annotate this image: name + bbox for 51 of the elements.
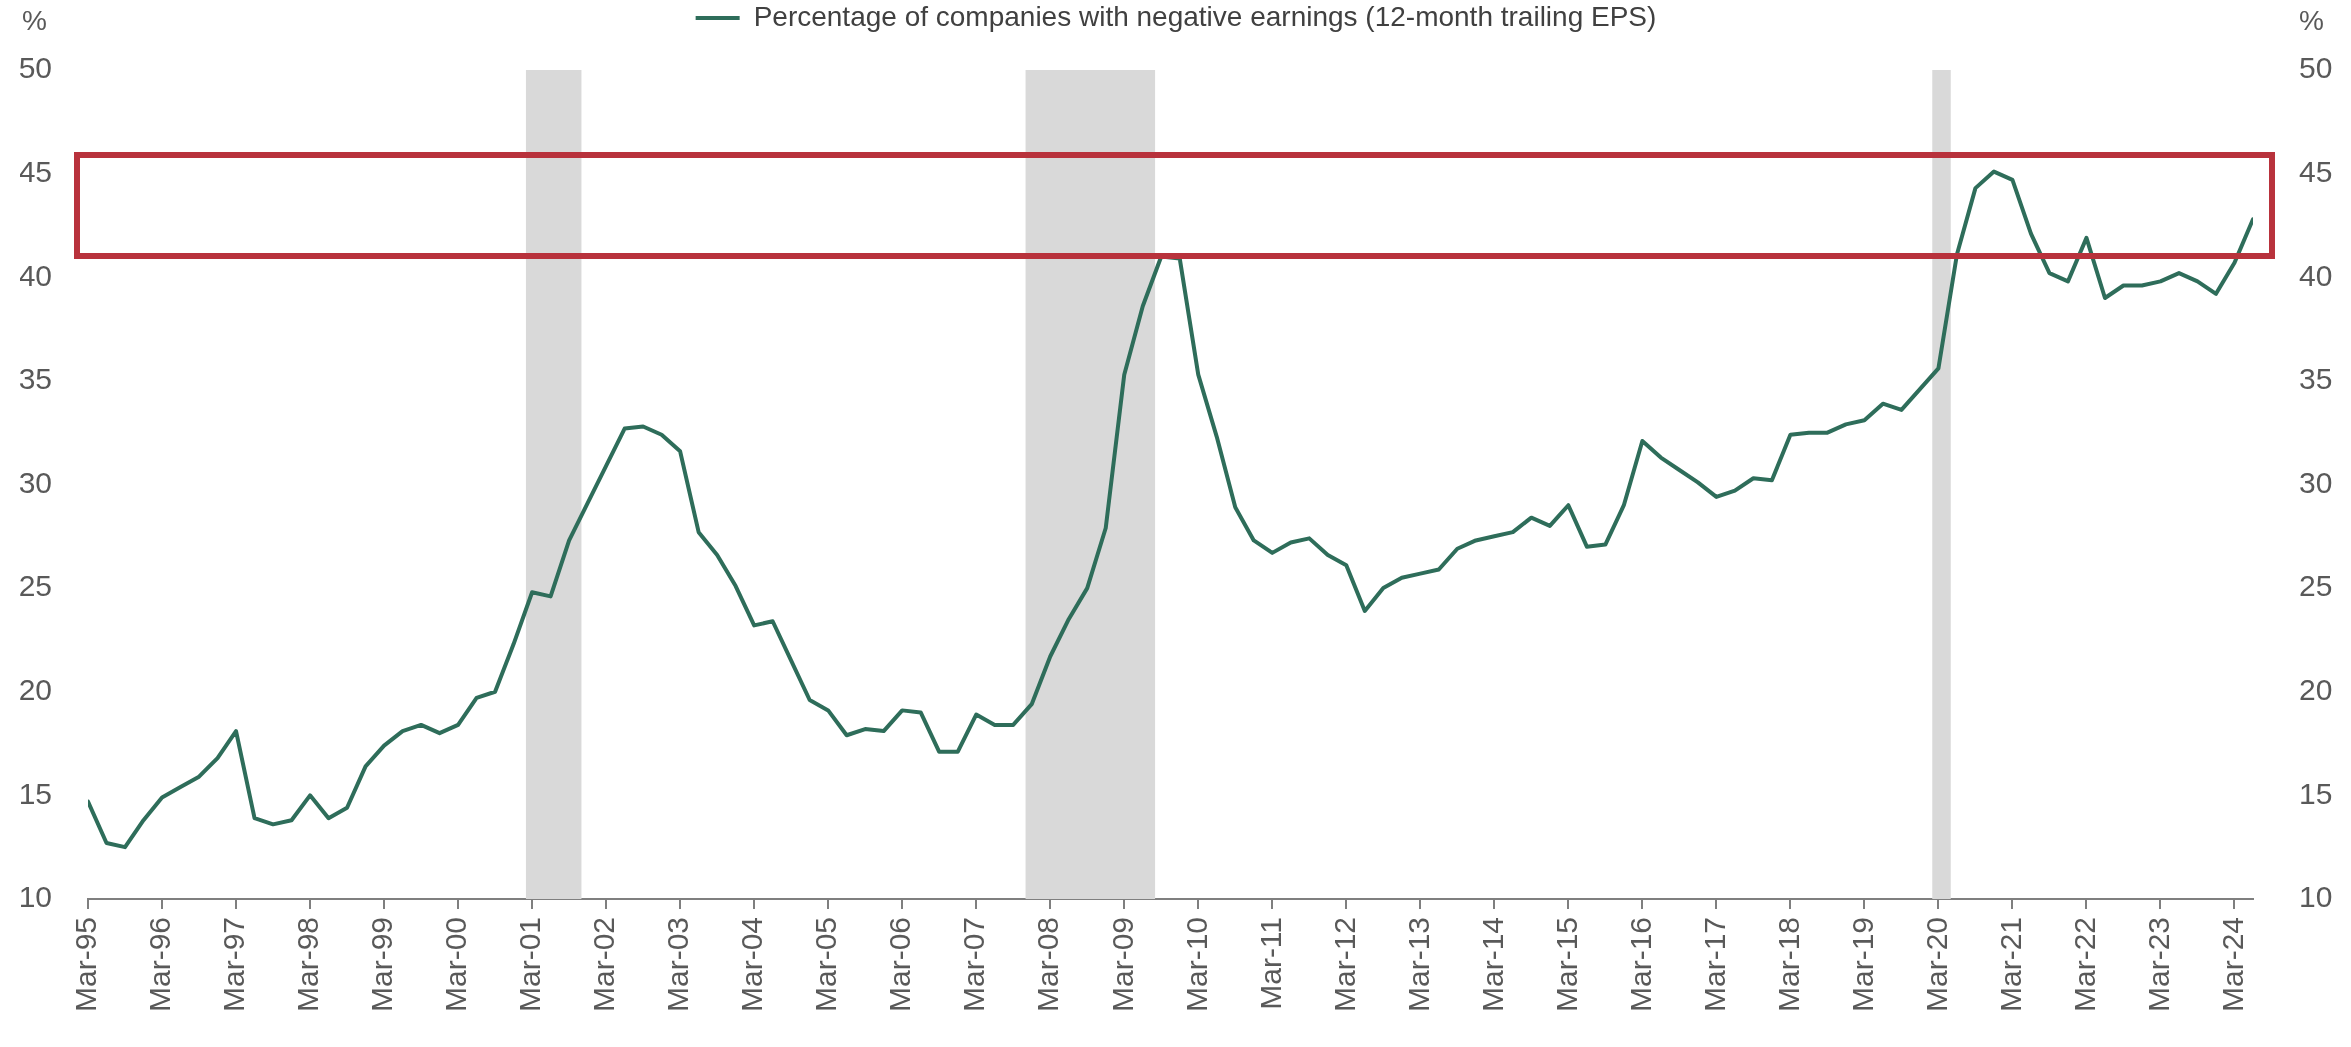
y2-axis-title: %	[2299, 4, 2324, 36]
x-tick-label: Mar-19	[1845, 916, 1879, 1013]
y-tick-label: 15	[18, 776, 52, 810]
y-tick-label: 10	[18, 880, 52, 914]
x-tick-label: Mar-14	[1475, 916, 1509, 1013]
x-tick-label: Mar-16	[1623, 916, 1657, 1013]
x-tick-label: Mar-00	[439, 916, 473, 1013]
y2-tick-label: 45	[2299, 154, 2333, 188]
x-tick-label: Mar-04	[735, 916, 769, 1013]
y2-tick-label: 25	[2299, 569, 2333, 603]
x-tick-label: Mar-21	[1993, 916, 2027, 1013]
x-tick-label: Mar-18	[1771, 916, 1805, 1013]
x-tick-label: Mar-01	[513, 916, 547, 1013]
x-tick-label: Mar-13	[1401, 916, 1435, 1013]
y2-tick-label: 40	[2299, 258, 2333, 292]
x-tick-label: Mar-11	[1253, 916, 1287, 1010]
x-tick-label: Mar-95	[69, 916, 103, 1013]
x-tick-label: Mar-20	[1919, 916, 1953, 1013]
x-tick-label: Mar-15	[1549, 916, 1583, 1013]
x-tick-label: Mar-97	[217, 916, 251, 1013]
y-tick-label: 50	[18, 51, 52, 85]
x-tick-label: Mar-03	[661, 916, 695, 1013]
y-tick-label: 35	[18, 362, 52, 396]
x-tick-label: Mar-02	[587, 916, 621, 1013]
x-tick-label: Mar-07	[957, 916, 991, 1013]
x-tick-label: Mar-17	[1697, 916, 1731, 1013]
y2-tick-label: 50	[2299, 51, 2333, 85]
y-tick-label: 45	[18, 154, 52, 188]
x-tick-label: Mar-10	[1179, 916, 1213, 1013]
x-tick-label: Mar-23	[2141, 916, 2175, 1013]
x-tick-label: Mar-96	[143, 916, 177, 1013]
x-tick-label: Mar-99	[365, 916, 399, 1013]
x-tick-label: Mar-22	[2067, 916, 2101, 1013]
x-tick-label: Mar-05	[809, 916, 843, 1013]
x-tick-label: Mar-24	[2215, 916, 2249, 1013]
y2-tick-label: 10	[2299, 880, 2333, 914]
y-axis-title: %	[22, 4, 47, 36]
y-tick-label: 25	[18, 569, 52, 603]
y-tick-label: 20	[18, 673, 52, 706]
y-tick-label: 30	[18, 465, 52, 499]
y-tick-label: 40	[18, 258, 52, 292]
x-tick-label: Mar-12	[1327, 916, 1361, 1013]
y2-tick-label: 20	[2299, 673, 2333, 706]
legend-label: Percentage of companies with negative earnings (12-month trailing EPS)	[753, 0, 1657, 32]
y2-tick-label: 35	[2299, 362, 2333, 396]
y2-tick-label: 30	[2299, 465, 2333, 499]
y2-tick-label: 15	[2299, 776, 2333, 810]
x-tick-label: Mar-98	[291, 916, 325, 1013]
x-tick-label: Mar-09	[1105, 916, 1139, 1013]
x-tick-label: Mar-06	[883, 916, 917, 1013]
x-tick-label: Mar-08	[1031, 916, 1065, 1013]
